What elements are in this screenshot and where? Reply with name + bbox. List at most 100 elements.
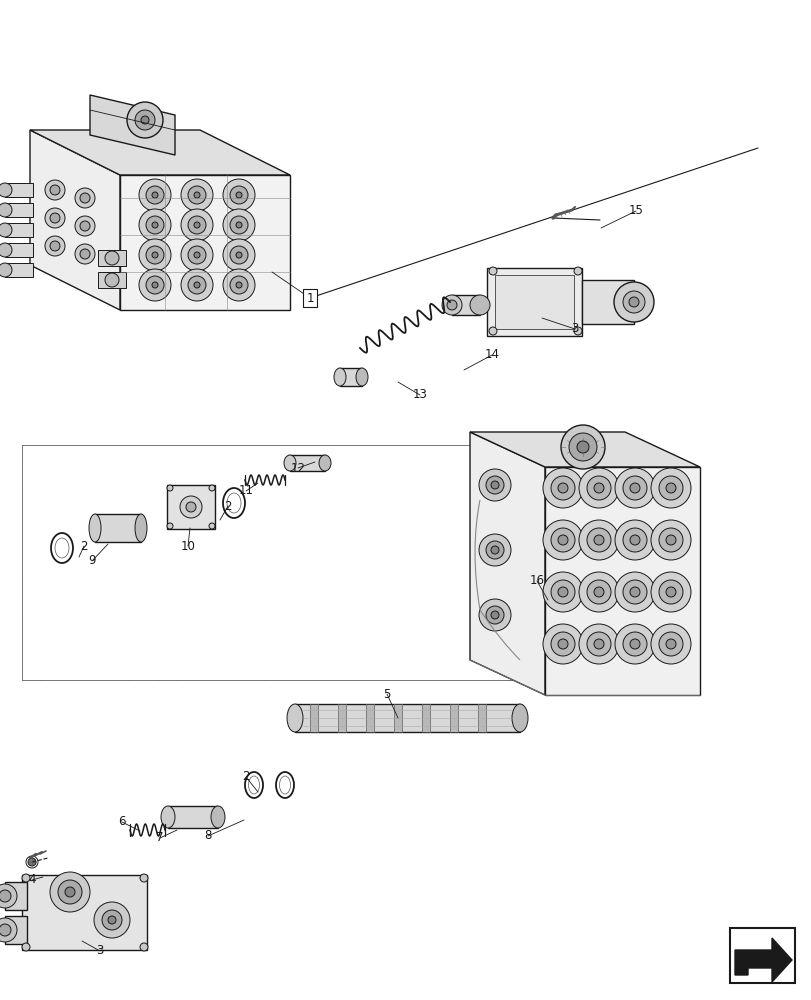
Ellipse shape xyxy=(135,514,147,542)
Bar xyxy=(310,704,318,732)
Circle shape xyxy=(208,523,215,529)
Circle shape xyxy=(577,441,588,453)
Bar xyxy=(5,183,33,197)
Text: 2: 2 xyxy=(224,499,231,512)
Circle shape xyxy=(152,282,158,288)
Circle shape xyxy=(194,192,200,198)
Circle shape xyxy=(659,580,682,604)
Circle shape xyxy=(622,476,646,500)
Circle shape xyxy=(50,241,60,251)
Text: 3: 3 xyxy=(571,322,578,336)
Circle shape xyxy=(573,267,581,275)
Circle shape xyxy=(543,624,582,664)
Circle shape xyxy=(108,916,116,924)
Circle shape xyxy=(0,223,12,237)
Text: 4: 4 xyxy=(28,874,36,886)
Bar xyxy=(495,275,573,329)
Circle shape xyxy=(0,918,17,942)
Polygon shape xyxy=(470,432,699,467)
Bar xyxy=(98,250,126,266)
Text: 13: 13 xyxy=(412,388,427,401)
Circle shape xyxy=(446,300,457,310)
Bar xyxy=(290,455,324,471)
Circle shape xyxy=(50,872,90,912)
Circle shape xyxy=(188,216,206,234)
Circle shape xyxy=(50,213,60,223)
Circle shape xyxy=(470,295,489,315)
Circle shape xyxy=(223,269,255,301)
Circle shape xyxy=(613,282,653,322)
Bar xyxy=(452,295,479,315)
Circle shape xyxy=(230,186,247,204)
Text: 16: 16 xyxy=(529,574,544,587)
Circle shape xyxy=(491,546,499,554)
Circle shape xyxy=(478,534,510,566)
Bar xyxy=(5,916,27,944)
Polygon shape xyxy=(90,95,175,155)
Circle shape xyxy=(127,102,163,138)
Circle shape xyxy=(543,572,582,612)
Circle shape xyxy=(141,116,148,124)
Circle shape xyxy=(230,246,247,264)
Circle shape xyxy=(139,239,171,271)
Text: 7: 7 xyxy=(156,831,164,844)
Circle shape xyxy=(491,481,499,489)
Circle shape xyxy=(629,587,639,597)
Circle shape xyxy=(75,216,95,236)
Bar xyxy=(422,704,430,732)
Circle shape xyxy=(441,295,461,315)
Bar xyxy=(98,272,126,288)
Text: 6: 6 xyxy=(118,815,126,828)
Circle shape xyxy=(614,572,654,612)
Circle shape xyxy=(659,476,682,500)
Circle shape xyxy=(152,192,158,198)
Circle shape xyxy=(139,179,171,211)
Text: 5: 5 xyxy=(383,688,390,700)
Circle shape xyxy=(181,209,212,241)
Circle shape xyxy=(194,282,200,288)
Circle shape xyxy=(0,243,12,257)
Ellipse shape xyxy=(286,704,303,732)
Circle shape xyxy=(557,535,568,545)
Circle shape xyxy=(578,572,618,612)
Ellipse shape xyxy=(333,368,345,386)
Circle shape xyxy=(236,222,242,228)
Circle shape xyxy=(622,632,646,656)
Polygon shape xyxy=(120,175,290,310)
Circle shape xyxy=(146,186,164,204)
Circle shape xyxy=(75,244,95,264)
Circle shape xyxy=(488,267,496,275)
Polygon shape xyxy=(470,432,544,695)
Text: 12: 12 xyxy=(290,462,305,475)
Circle shape xyxy=(478,469,510,501)
Circle shape xyxy=(139,209,171,241)
Circle shape xyxy=(594,587,603,597)
Circle shape xyxy=(486,606,504,624)
Circle shape xyxy=(152,252,158,258)
Circle shape xyxy=(586,476,610,500)
Circle shape xyxy=(0,890,11,902)
Circle shape xyxy=(0,183,12,197)
Circle shape xyxy=(230,276,247,294)
Bar xyxy=(581,280,633,324)
Circle shape xyxy=(94,902,130,938)
Bar xyxy=(22,445,634,680)
Bar xyxy=(478,704,486,732)
Circle shape xyxy=(22,943,30,951)
Circle shape xyxy=(551,476,574,500)
Bar xyxy=(5,882,27,910)
Circle shape xyxy=(139,874,148,882)
Text: 15: 15 xyxy=(628,205,642,218)
Polygon shape xyxy=(544,467,699,695)
Bar xyxy=(5,223,33,237)
Circle shape xyxy=(578,520,618,560)
Circle shape xyxy=(557,587,568,597)
Circle shape xyxy=(223,209,255,241)
Circle shape xyxy=(622,580,646,604)
Bar xyxy=(449,704,457,732)
Circle shape xyxy=(629,639,639,649)
Circle shape xyxy=(594,535,603,545)
Bar xyxy=(340,368,362,386)
Circle shape xyxy=(650,520,690,560)
Circle shape xyxy=(491,611,499,619)
